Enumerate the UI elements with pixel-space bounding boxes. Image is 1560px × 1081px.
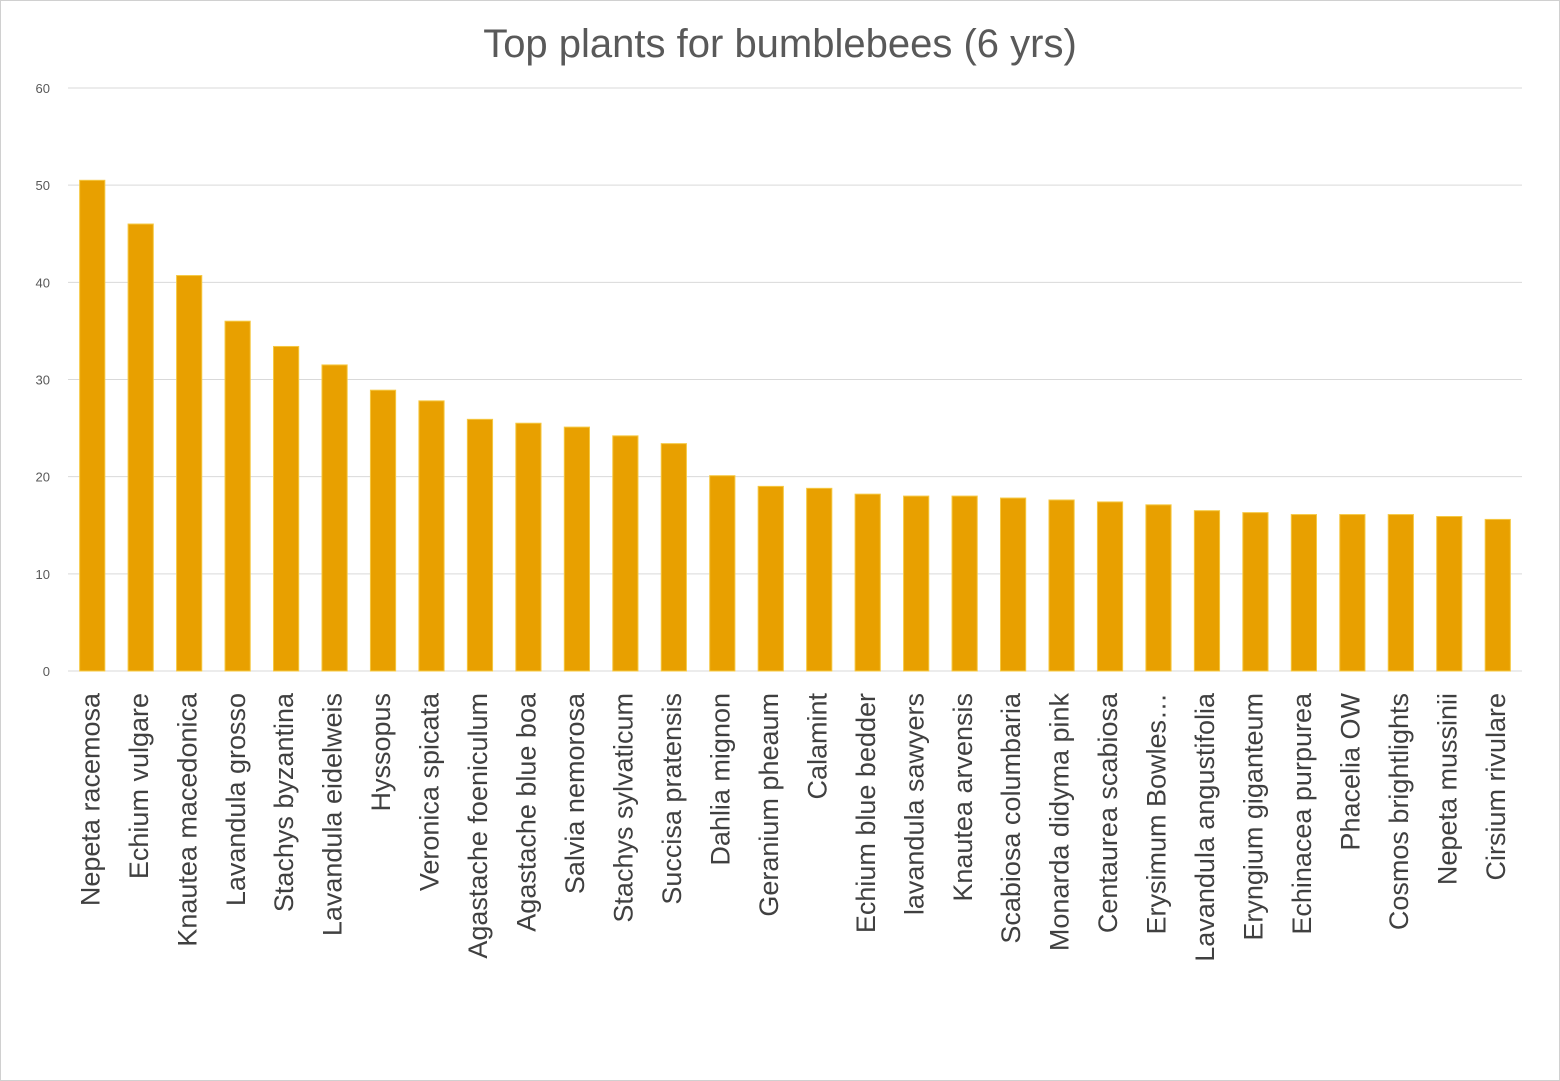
x-tick-label: Centaurea scabiosa bbox=[1093, 692, 1123, 933]
bar bbox=[660, 443, 687, 672]
x-tick-label: Stachys byzantina bbox=[269, 692, 299, 912]
x-tick-label: Knautea arvensis bbox=[948, 693, 978, 902]
bar bbox=[369, 389, 397, 672]
bar bbox=[903, 495, 930, 672]
x-tick-label: Lavandula eidelweis bbox=[318, 693, 348, 936]
bar bbox=[806, 487, 833, 672]
x-tick-label: Echinacea purpurea bbox=[1287, 692, 1317, 935]
bar bbox=[1145, 504, 1172, 672]
x-tick-label: Nepeta mussinii bbox=[1432, 693, 1462, 885]
x-tick-label: Phacelia OW bbox=[1335, 692, 1365, 850]
x-tick-label: Hyssopus bbox=[366, 693, 396, 812]
x-tick-label: Scabiosa columbaria bbox=[996, 692, 1026, 944]
bar bbox=[563, 426, 591, 672]
bar bbox=[1436, 516, 1463, 672]
bar bbox=[1387, 514, 1414, 672]
bar bbox=[418, 400, 445, 672]
x-tick-label: Agastache blue boa bbox=[512, 692, 542, 932]
x-tick-label: Veronica spicata bbox=[415, 692, 445, 891]
bar bbox=[127, 223, 154, 672]
x-tick-label: Echium blue bedder bbox=[851, 693, 881, 933]
bars bbox=[79, 179, 1511, 672]
x-tick-label: Salvia nemorosa bbox=[560, 692, 590, 894]
bar bbox=[709, 475, 736, 672]
bar bbox=[612, 435, 639, 672]
x-tick-label: Knautea macedonica bbox=[172, 692, 202, 947]
x-tick-label: Erysimum Bowles… bbox=[1142, 693, 1172, 935]
x-tick-label: Nepeta racemosa bbox=[75, 692, 105, 906]
bar bbox=[466, 418, 494, 672]
bar bbox=[1193, 510, 1221, 672]
y-tick-label: 0 bbox=[43, 664, 50, 679]
bar bbox=[224, 320, 251, 672]
bar bbox=[951, 495, 978, 672]
bar bbox=[176, 275, 203, 672]
bar bbox=[1048, 499, 1075, 672]
bar bbox=[321, 364, 348, 672]
bar bbox=[272, 345, 300, 672]
x-tick-label: Stachys sylvaticum bbox=[608, 693, 638, 923]
x-tick-label: Cirsium rivulare bbox=[1481, 693, 1511, 881]
x-axis-labels: Nepeta racemosa Echium vulgare Knautea mac… bbox=[75, 692, 1511, 962]
x-tick-label: Lavandula angustifolia bbox=[1190, 692, 1220, 962]
y-tick-label: 50 bbox=[36, 178, 50, 193]
y-tick-label: 40 bbox=[36, 275, 50, 290]
y-tick-label: 30 bbox=[36, 373, 50, 388]
bar bbox=[1096, 501, 1124, 672]
bar bbox=[999, 497, 1027, 672]
bar bbox=[1484, 518, 1511, 672]
bar bbox=[515, 422, 542, 672]
bar bbox=[79, 179, 106, 672]
y-tick-label: 20 bbox=[36, 470, 50, 485]
bar bbox=[757, 485, 784, 672]
x-tick-label: Eryngium giganteum bbox=[1239, 693, 1269, 941]
y-tick-label: 60 bbox=[36, 81, 50, 96]
y-axis-ticks: 0 10 20 30 40 50 60 bbox=[36, 81, 50, 679]
x-tick-label: lavandula sawyers bbox=[899, 693, 929, 915]
x-tick-label: Succisa pratensis bbox=[657, 693, 687, 905]
x-tick-label: Dahlia mignon bbox=[705, 693, 735, 866]
x-tick-label: Echium vulgare bbox=[124, 693, 154, 879]
x-tick-label: Lavandula grosso bbox=[221, 693, 251, 906]
x-tick-label: Geranium pheaum bbox=[754, 693, 784, 917]
x-tick-label: Agastache foeniculum bbox=[463, 693, 493, 959]
x-tick-label: Monarda didyma pink bbox=[1045, 693, 1075, 952]
bar bbox=[854, 493, 881, 672]
gridlines bbox=[68, 87, 1522, 672]
x-tick-label: Calamint bbox=[802, 693, 832, 800]
bar bbox=[1290, 514, 1318, 672]
bar bbox=[1242, 512, 1269, 672]
x-tick-label: Cosmos brightlights bbox=[1384, 693, 1414, 930]
y-tick-label: 10 bbox=[36, 567, 50, 582]
chart-title: Top plants for bumblebees (6 yrs) bbox=[483, 22, 1077, 66]
bar bbox=[1339, 514, 1366, 672]
